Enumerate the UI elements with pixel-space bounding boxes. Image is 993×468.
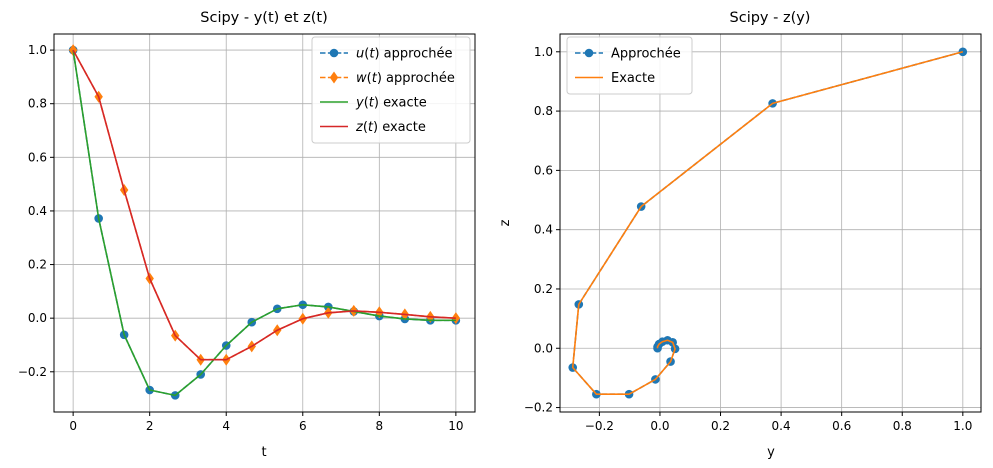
series-group	[568, 47, 968, 399]
legend-label: y(t) exacte	[355, 96, 427, 111]
legend-frame	[311, 36, 471, 144]
legend-label-argument: (	[363, 120, 368, 135]
chart-y-z-vs-t: Scipy - y(t) et z(t) 0 2 4 6 8 10 −0.2 0.0 0.2 0.…	[18, 10, 476, 460]
legend-label-t: t	[369, 47, 375, 62]
legend-label-argument: (	[364, 47, 369, 62]
x-tick-label: −0.2	[585, 419, 614, 433]
x-tick-label: 0	[69, 419, 77, 433]
y-tick-label: 0.0	[534, 341, 553, 355]
x-tick-label: 0.4	[772, 419, 791, 433]
legend-label-variable: y	[355, 96, 364, 111]
y-tick-label: 1.0	[534, 45, 553, 59]
x-tick-label: 0.0	[650, 419, 669, 433]
legend-label-argument: (	[367, 71, 372, 86]
y-tick-label: 0.0	[28, 311, 47, 325]
y-tick-label: 0.4	[534, 223, 553, 237]
x-axis-label: t	[261, 445, 266, 460]
legend-label-suffix: ) approchée	[377, 71, 455, 86]
y-tick-label: 0.8	[28, 97, 47, 111]
x-tick-label: 1.0	[953, 419, 972, 433]
x-axis-label: y	[767, 445, 775, 460]
x-tick-label: 0.6	[832, 419, 851, 433]
legend-label-variable: u	[356, 47, 364, 62]
series-line	[571, 51, 964, 396]
chart-title: Scipy - y(t) et z(t)	[200, 10, 327, 26]
chart-title: Scipy - z(y)	[730, 10, 811, 26]
y-tick-label: 0.2	[28, 258, 47, 272]
x-tick-label: 6	[299, 419, 307, 433]
plot-frame	[53, 33, 476, 413]
y-tick-label: −0.2	[18, 365, 47, 379]
y-tick-label: 0.8	[534, 104, 553, 118]
legend-label-suffix: ) exacte	[374, 96, 427, 111]
y-tick-label: 0.4	[28, 204, 47, 218]
axis-ticks: −0.2 0.0 0.2 0.4 0.6 0.8 1.0 −0.2 0.0 0.2 0.4 0.6 0.…	[524, 45, 973, 433]
legend-label-variable: w	[356, 71, 367, 86]
legend-label-t: t	[369, 96, 375, 111]
legend-label: Approchée	[611, 47, 681, 62]
y-tick-label: −0.2	[524, 401, 553, 415]
y-tick-label: 0.6	[28, 150, 47, 164]
legend-frame	[566, 36, 693, 95]
legend-swatch-marker	[329, 71, 339, 84]
series-line	[72, 49, 456, 397]
y-tick-label: 0.6	[534, 163, 553, 177]
legend-label-argument: (	[364, 96, 369, 111]
x-tick-label: 4	[222, 419, 230, 433]
legend-label-variable: z	[355, 120, 364, 135]
x-tick-label: 0.2	[711, 419, 730, 433]
legend-label-t: t	[368, 120, 374, 135]
chart-z-vs-y: Scipy - z(y) −0.2 0.0 0.2 0.4 0.6 0.8 1.0 −0.2 0…	[498, 10, 982, 460]
legend-label-suffix: ) approchée	[374, 47, 452, 62]
legend-label: u(t) approchée	[356, 47, 453, 62]
legend-swatch-marker	[329, 48, 339, 58]
x-tick-label: 10	[448, 419, 463, 433]
x-tick-label: 0.8	[893, 419, 912, 433]
legend-label: Exacte	[611, 71, 655, 86]
data-point	[68, 44, 78, 57]
series-group	[68, 44, 461, 400]
x-tick-label: 8	[375, 419, 383, 433]
x-tick-label: 2	[146, 419, 154, 433]
legend: Approchée Exacte	[566, 36, 693, 95]
y-tick-label: 0.2	[534, 282, 553, 296]
legend-label-suffix: ) exacte	[373, 120, 426, 135]
legend-label-t: t	[372, 71, 378, 86]
legend-label: w(t) approchée	[356, 71, 455, 86]
legend-label: z(t) exacte	[355, 120, 426, 135]
legend-swatch-marker	[584, 48, 594, 58]
y-tick-label: 1.0	[28, 43, 47, 57]
axis-ticks: 0 2 4 6 8 10 −0.2 0.0 0.2 0.4 0.6 0.8 1.0	[18, 43, 464, 433]
plot-frame	[559, 33, 982, 413]
data-point	[451, 312, 461, 325]
y-axis-label: z	[498, 219, 513, 226]
series-line	[72, 49, 456, 361]
